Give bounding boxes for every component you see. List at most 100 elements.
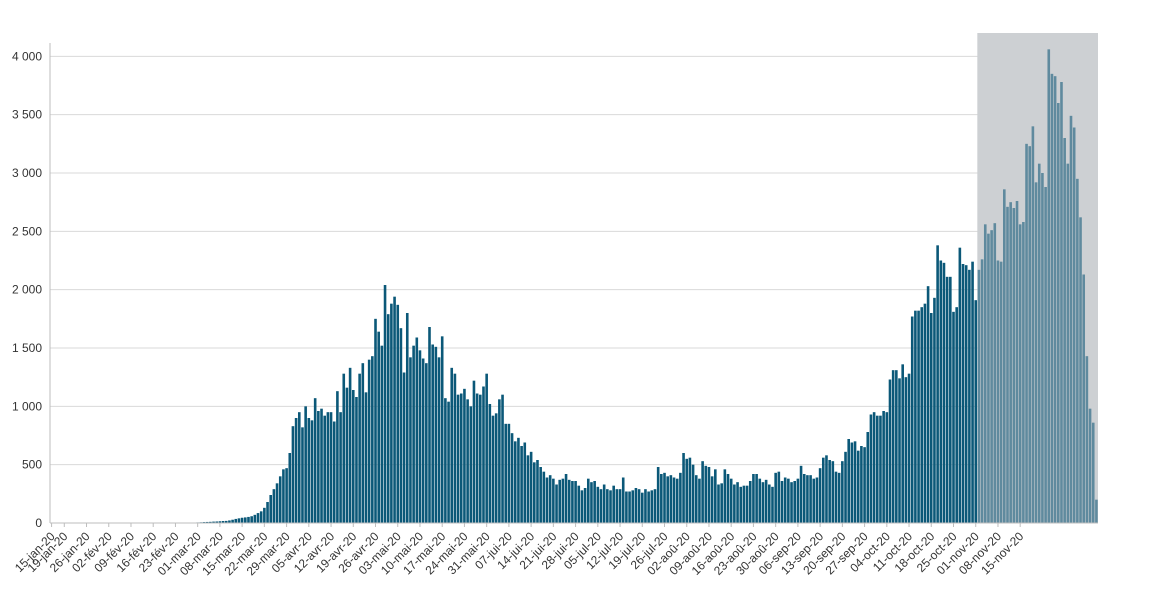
bar <box>962 264 965 523</box>
bar <box>285 468 288 523</box>
bar <box>863 447 866 523</box>
bar <box>990 230 993 523</box>
bar <box>1089 409 1092 523</box>
bar <box>698 479 701 523</box>
bar <box>673 478 676 524</box>
bar <box>647 492 650 524</box>
bar <box>882 411 885 523</box>
bar <box>555 485 558 524</box>
bar <box>355 397 358 523</box>
bar <box>1063 138 1066 523</box>
bar <box>1051 74 1054 523</box>
bar <box>342 374 345 523</box>
bar <box>758 479 761 523</box>
bar <box>504 424 507 523</box>
bar <box>234 519 237 523</box>
bar <box>416 338 419 524</box>
bar <box>787 479 790 523</box>
bar <box>269 495 272 523</box>
bar <box>733 485 736 524</box>
bar <box>889 380 892 524</box>
bar <box>1054 76 1057 523</box>
bar <box>666 476 669 523</box>
bar <box>577 486 580 523</box>
bar <box>600 489 603 523</box>
bar <box>797 479 800 523</box>
bar <box>606 489 609 523</box>
bar <box>466 399 469 523</box>
bar <box>304 406 307 523</box>
bar <box>866 432 869 523</box>
bar <box>406 313 409 523</box>
y-tick-label: 0 <box>35 516 42 530</box>
bar <box>838 473 841 523</box>
bar <box>704 466 707 523</box>
bar <box>1025 144 1028 523</box>
bar <box>558 480 561 523</box>
bar <box>765 480 768 523</box>
bar <box>1070 116 1073 523</box>
bar <box>812 479 815 523</box>
bar <box>695 475 698 523</box>
bar <box>1082 275 1085 524</box>
bar <box>422 359 425 524</box>
bar <box>308 418 311 523</box>
bar <box>387 314 390 523</box>
bar <box>997 261 1000 524</box>
y-tick-label: 1 500 <box>12 341 42 355</box>
bar <box>320 409 323 523</box>
bar <box>959 248 962 523</box>
bar <box>651 490 654 523</box>
bar <box>330 412 333 523</box>
bar <box>701 461 704 523</box>
bar <box>390 304 393 523</box>
y-tick-label: 3 500 <box>12 108 42 122</box>
bar <box>543 472 546 523</box>
bar <box>924 304 927 523</box>
bar <box>533 462 536 523</box>
bar <box>346 388 349 523</box>
bar <box>955 307 958 523</box>
bar <box>327 412 330 523</box>
bar <box>266 502 269 523</box>
bar <box>730 479 733 523</box>
bar <box>638 489 641 523</box>
bar <box>276 483 279 523</box>
bar <box>1057 103 1060 523</box>
bar <box>685 459 688 523</box>
bar <box>943 263 946 523</box>
bar <box>396 305 399 523</box>
bar <box>250 516 253 523</box>
bar <box>739 487 742 523</box>
bar <box>689 458 692 523</box>
bar <box>816 478 819 524</box>
bar <box>323 416 326 523</box>
bar <box>517 438 520 523</box>
bar <box>876 416 879 523</box>
bar <box>844 452 847 523</box>
bar <box>460 394 463 524</box>
y-tick-label: 3 000 <box>12 166 42 180</box>
bar <box>847 439 850 523</box>
bar <box>260 511 263 523</box>
bar <box>708 467 711 523</box>
bar <box>476 394 479 524</box>
bar <box>619 489 622 523</box>
bar <box>873 412 876 523</box>
bar <box>412 346 415 523</box>
bar <box>1044 187 1047 523</box>
bar <box>498 399 501 523</box>
bar <box>1086 356 1089 523</box>
bar <box>244 517 247 523</box>
bar <box>743 486 746 523</box>
bar <box>508 424 511 523</box>
bar <box>679 473 682 523</box>
bar <box>993 223 996 523</box>
bar <box>298 412 301 523</box>
bar <box>428 327 431 523</box>
bar <box>905 377 908 523</box>
bar <box>568 480 571 523</box>
bar <box>457 395 460 523</box>
bar <box>778 472 781 523</box>
bar <box>1032 126 1035 523</box>
